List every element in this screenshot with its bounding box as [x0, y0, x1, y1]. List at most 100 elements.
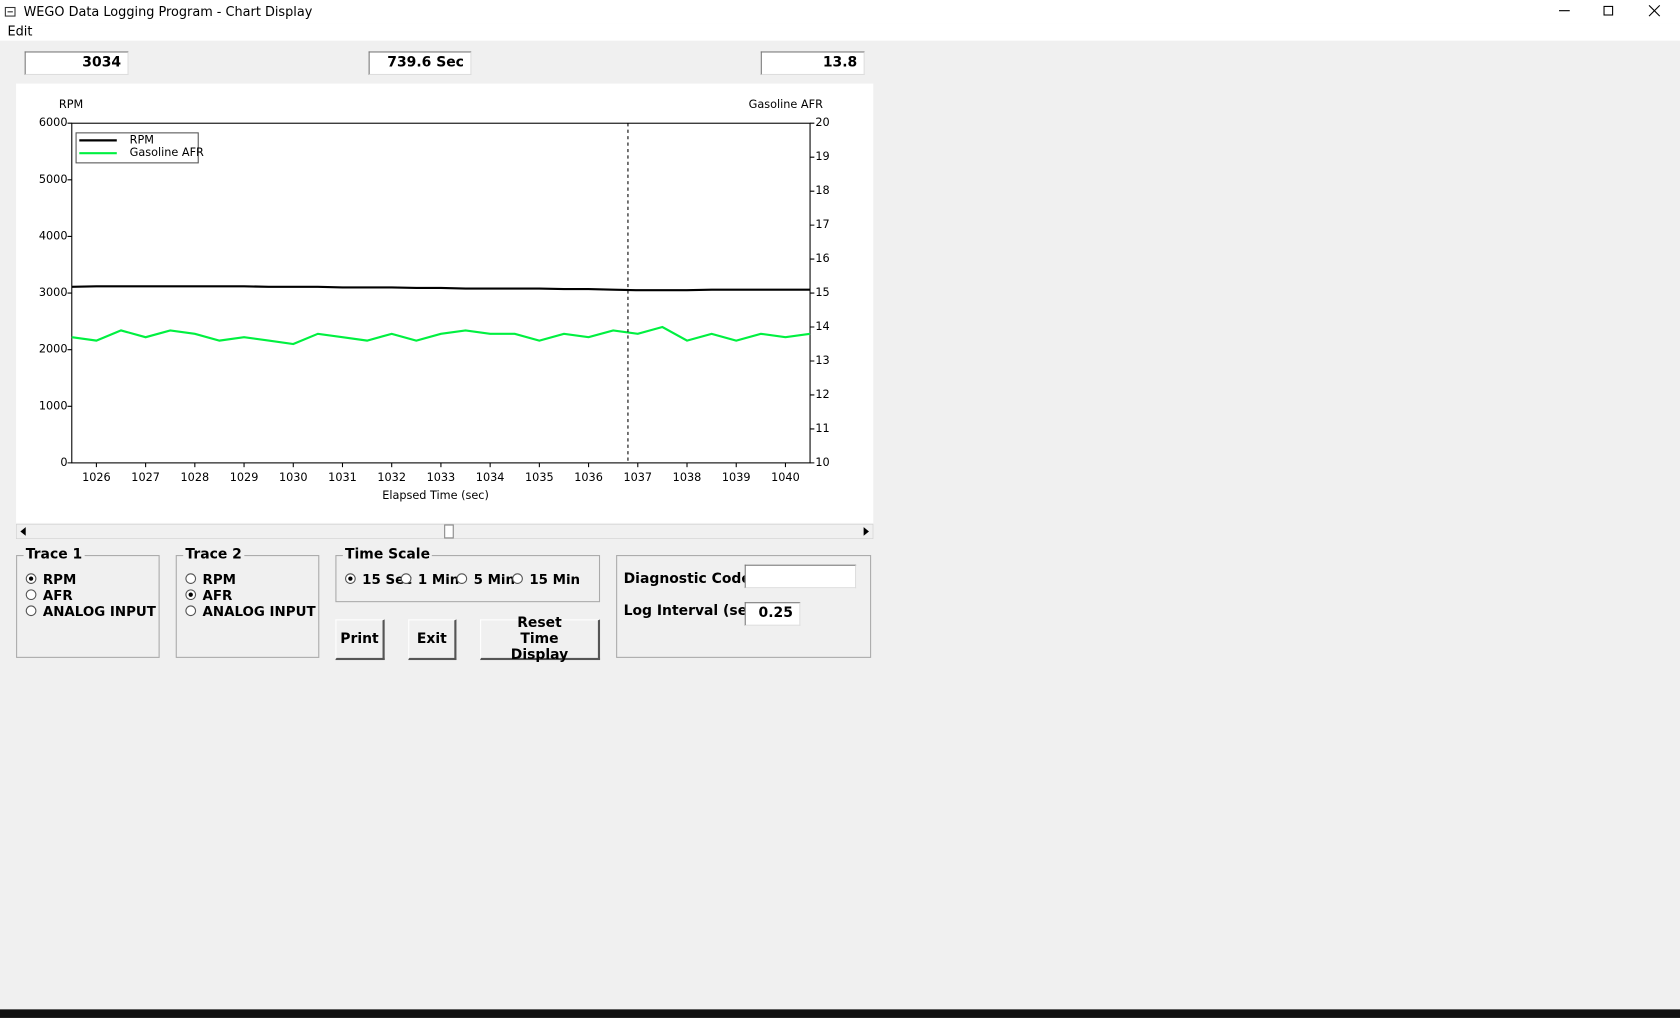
log-interval-field[interactable]: 0.25	[744, 602, 801, 626]
legend-box	[75, 132, 199, 164]
x-tick-label: 1040	[771, 471, 800, 484]
radio-option[interactable]: ANALOG INPUT	[185, 603, 316, 620]
radio-option[interactable]: RPM	[185, 571, 236, 587]
y2-tick-label: 11	[815, 422, 829, 435]
time-readout: 739.6 Sec	[368, 51, 472, 76]
x-axis-label: Elapsed Time (sec)	[382, 489, 489, 502]
diagnostic-field[interactable]	[744, 564, 857, 589]
y2-tick-label: 17	[815, 218, 829, 231]
scrollbar[interactable]	[16, 523, 874, 539]
window-controls[interactable]	[1543, 0, 1680, 24]
taskbar	[0, 1009, 1680, 1018]
radio-label: 15 Sec	[362, 571, 413, 588]
radio-option[interactable]: 15 Sec	[345, 571, 412, 587]
radio-label: AFR	[42, 587, 73, 604]
rpm-readout: 3034	[24, 51, 129, 76]
x-tick-label: 1030	[279, 471, 308, 484]
x-tick-label: 1027	[131, 471, 160, 484]
radio-option[interactable]: 5 Min	[456, 571, 515, 587]
y2-tick-label: 16	[815, 252, 829, 265]
y2-tick-label: 13	[815, 354, 829, 367]
y2-tick-label: 14	[815, 320, 829, 333]
radio-button[interactable]	[185, 589, 197, 601]
y-tick-label: 1000	[39, 399, 68, 412]
x-tick-label: 1028	[181, 471, 210, 484]
radio-label: RPM	[42, 571, 77, 588]
diagnostic-group: Diagnostic Code Log Interval (sec) 0.25	[616, 555, 872, 658]
radio-option[interactable]: 15 Min	[512, 571, 580, 587]
radio-button[interactable]	[25, 605, 37, 617]
x-tick-label: 1029	[230, 471, 259, 484]
trace2-group: Trace 2 RPM AFR ANALOG INPUT	[175, 546, 320, 658]
x-tick-label: 1039	[722, 471, 751, 484]
y-tick-label: 0	[60, 456, 67, 469]
radio-label: RPM	[202, 571, 236, 588]
y2-tick-label: 12	[815, 388, 829, 401]
group-title: Trace 1	[23, 546, 85, 563]
y2-tick-label: 20	[815, 116, 829, 129]
y-tick-label: 5000	[39, 173, 68, 186]
trace1-group: Trace 1 RPM AFR ANALOG INPUT	[16, 546, 160, 658]
y-tick-label: 2000	[39, 343, 68, 356]
group-title: Time Scale	[342, 546, 433, 563]
y-tick-label: 4000	[39, 229, 68, 242]
radio-label: AFR	[202, 587, 233, 604]
menu-bar: Edit	[0, 23, 1680, 41]
radio-button[interactable]	[185, 605, 197, 617]
window-title: WEGO Data Logging Program - Chart Displa…	[23, 4, 313, 20]
x-tick-label: 1032	[377, 471, 406, 484]
radio-label: ANALOG INPUT	[42, 603, 156, 620]
radio-option[interactable]: AFR	[185, 587, 232, 603]
radio-button[interactable]	[400, 573, 412, 584]
x-tick-label: 1038	[673, 471, 702, 484]
log-interval-label: Log Interval (sec)	[623, 603, 762, 620]
group-title: Trace 2	[183, 546, 245, 563]
radio-label: 5 Min	[473, 571, 516, 588]
x-tick-label: 1033	[427, 471, 456, 484]
legend-label: Gasoline AFR	[130, 146, 204, 159]
time-scale-group: Time Scale 15 Sec 1 Min 5 Min 15 Min	[335, 546, 601, 603]
radio-button[interactable]	[25, 589, 37, 601]
radio-option[interactable]: ANALOG INPUT	[25, 603, 156, 620]
plot-frame	[71, 122, 811, 464]
radio-button[interactable]	[456, 573, 468, 584]
print-button[interactable]: Print	[335, 619, 385, 661]
y-tick-label: 3000	[39, 286, 68, 299]
radio-label: ANALOG INPUT	[202, 603, 316, 620]
radio-button[interactable]	[512, 573, 523, 584]
radio-button[interactable]	[25, 573, 37, 584]
reset-button[interactable]: Reset Time Display	[480, 615, 601, 663]
x-tick-label: 1026	[82, 471, 111, 484]
radio-option[interactable]: AFR	[25, 587, 73, 604]
title-bar: WEGO Data Logging Program - Chart Displa…	[0, 0, 1680, 24]
radio-label: 15 Min	[529, 571, 581, 588]
y2-tick-label: 10	[815, 456, 829, 469]
radio-label: 1 Min	[417, 571, 460, 588]
legend-label: RPM	[130, 133, 154, 146]
x-tick-label: 1036	[574, 471, 603, 484]
y-tick-label: 6000	[39, 116, 68, 129]
radio-button[interactable]	[185, 573, 197, 584]
x-tick-label: 1031	[328, 471, 357, 484]
series-line	[71, 285, 811, 292]
y2-tick-label: 18	[815, 184, 829, 197]
radio-option[interactable]: RPM	[25, 571, 77, 588]
y2-tick-label: 15	[815, 286, 829, 299]
y-axis-label: RPM	[59, 98, 83, 111]
y2-axis-label: Gasoline AFR	[749, 98, 823, 111]
exit-button[interactable]: Exit	[408, 619, 457, 661]
menu-item[interactable]: Edit	[7, 23, 33, 39]
x-tick-label: 1034	[476, 471, 505, 484]
afr-readout: 13.8	[760, 51, 865, 76]
x-tick-label: 1035	[525, 471, 554, 484]
diagnostic-label: Diagnostic Code	[623, 571, 751, 588]
app-icon	[4, 6, 16, 17]
radio-button[interactable]	[345, 573, 356, 584]
radio-option[interactable]: 1 Min	[400, 571, 460, 588]
x-tick-label: 1037	[623, 471, 652, 484]
y2-tick-label: 19	[815, 150, 829, 163]
series-line	[71, 325, 811, 346]
